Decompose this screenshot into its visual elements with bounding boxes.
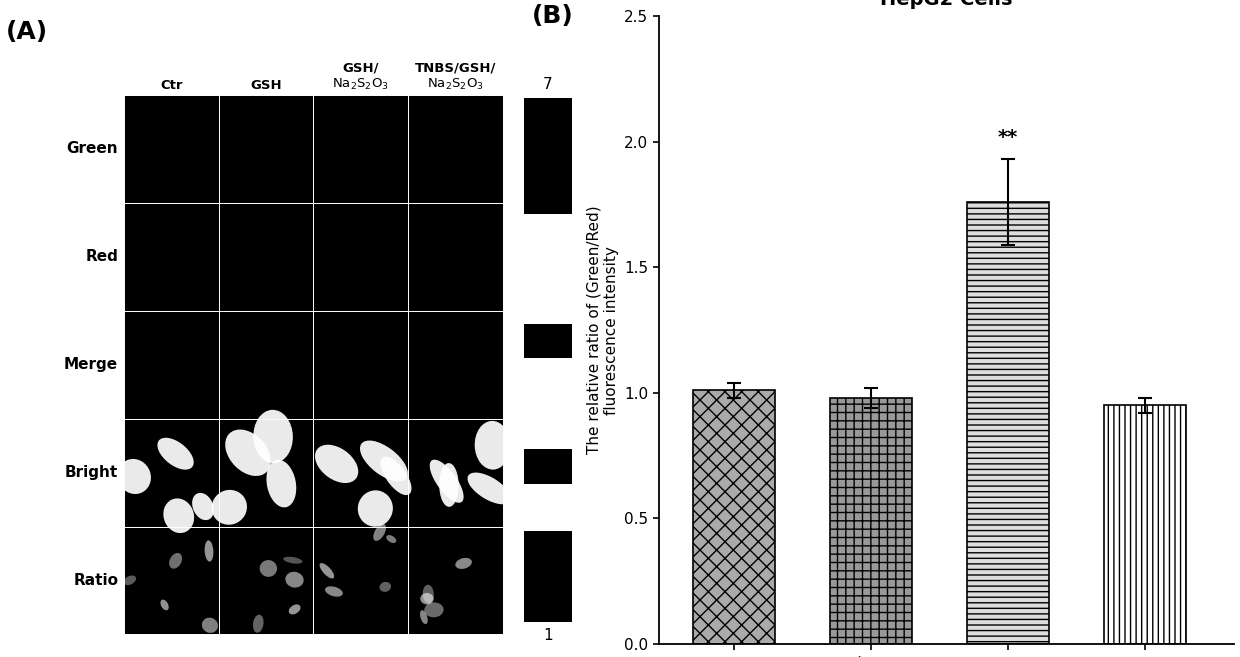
Bar [523,531,572,622]
Ellipse shape [430,460,464,503]
Bar [408,526,502,635]
Bar [408,95,502,203]
Bar [124,419,218,526]
Ellipse shape [467,472,511,505]
Bar [124,526,218,635]
Ellipse shape [226,430,270,476]
Bar [218,203,314,311]
Ellipse shape [202,618,218,633]
Ellipse shape [325,586,342,597]
Bar [124,203,218,311]
Ellipse shape [420,593,434,604]
Ellipse shape [423,585,434,603]
Text: (B): (B) [532,4,574,28]
Ellipse shape [169,553,182,569]
Ellipse shape [283,556,303,564]
Bar [408,203,502,311]
Bar [314,419,408,526]
Bar [218,95,314,203]
Text: 7: 7 [543,77,553,92]
Bar [693,390,775,644]
Text: Red: Red [86,249,118,264]
Ellipse shape [373,524,386,541]
Text: (A): (A) [6,20,48,43]
Bar [1104,405,1185,644]
Ellipse shape [259,560,277,577]
Ellipse shape [289,604,300,614]
Bar [218,311,314,419]
Ellipse shape [285,572,304,587]
Ellipse shape [160,600,169,610]
Bar [218,526,314,635]
Ellipse shape [267,460,296,507]
Ellipse shape [320,563,335,578]
Bar [314,95,408,203]
Ellipse shape [439,463,459,507]
Ellipse shape [475,421,511,470]
Bar [408,419,502,526]
Text: Merge: Merge [64,357,118,372]
Bar [408,311,502,419]
Ellipse shape [192,493,215,520]
Bar [124,311,218,419]
Bar [523,324,572,358]
Ellipse shape [420,610,428,624]
Bar [218,419,314,526]
Text: **: ** [998,128,1018,147]
Ellipse shape [358,490,393,527]
Ellipse shape [315,445,358,483]
Text: Bright: Bright [64,465,118,480]
Bar [314,526,408,635]
Text: Green: Green [67,141,118,156]
Ellipse shape [253,410,293,463]
Ellipse shape [157,438,193,470]
Text: Ctr: Ctr [160,79,182,92]
Text: 1: 1 [543,628,553,643]
Title: HepG2 Cells: HepG2 Cells [880,0,1013,9]
Ellipse shape [424,602,444,618]
Bar [523,449,572,484]
Ellipse shape [253,614,264,633]
Bar [967,202,1049,644]
Ellipse shape [124,576,136,585]
Ellipse shape [381,457,412,495]
Ellipse shape [360,441,408,482]
Text: TNBS/GSH/
$\rm Na_2S_2O_3$: TNBS/GSH/ $\rm Na_2S_2O_3$ [414,61,496,92]
Text: Ratio: Ratio [73,573,118,588]
Text: GSH: GSH [250,79,281,92]
Ellipse shape [164,499,195,533]
Ellipse shape [118,459,151,494]
Bar [830,398,913,644]
Bar [523,98,572,214]
Ellipse shape [379,582,391,592]
Y-axis label: The relative ratio of (Green/Red)
fluorescence intensity: The relative ratio of (Green/Red) fluore… [587,206,619,455]
Text: GSH/
$\rm Na_2S_2O_3$: GSH/ $\rm Na_2S_2O_3$ [332,61,389,92]
Ellipse shape [455,558,472,569]
Bar [314,203,408,311]
Ellipse shape [387,535,397,543]
Ellipse shape [205,540,213,562]
Ellipse shape [212,490,247,525]
Bar [124,95,218,203]
Bar [314,311,408,419]
